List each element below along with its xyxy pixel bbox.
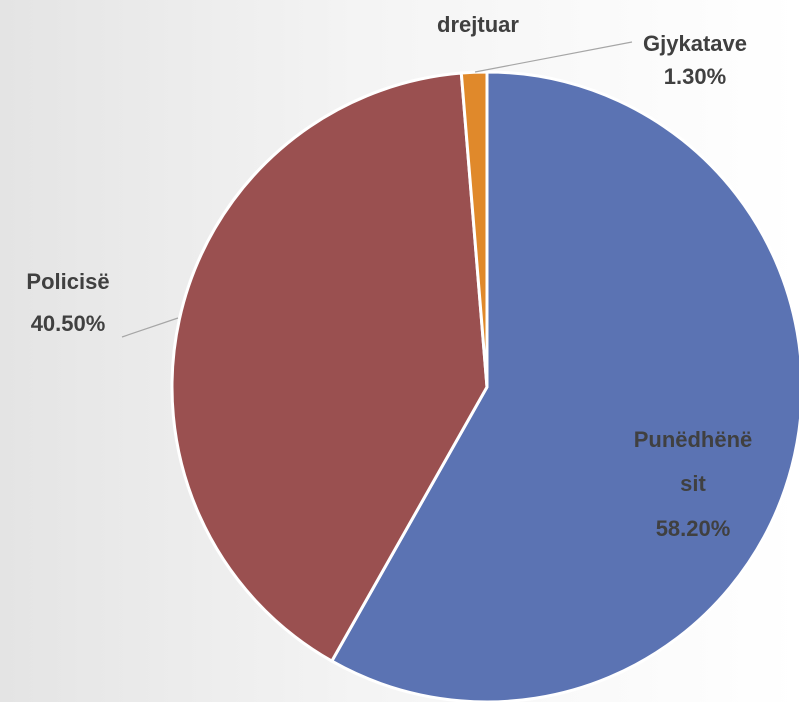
category-label: Policisë [26, 269, 109, 294]
label-box: Punëdhënësit [633, 427, 753, 496]
pie-slice [459, 70, 489, 388]
value-label: 58.20% [656, 516, 731, 541]
pie-slice [170, 71, 489, 664]
leader-line [121, 317, 179, 338]
value-label: 40.50% [31, 311, 106, 336]
category-label: Gjykatave [643, 31, 747, 56]
leader-line [474, 41, 633, 73]
category-label: Punëdhënësit [633, 427, 753, 496]
chart-title: drejtuar [437, 12, 519, 37]
value-label: 1.30% [664, 64, 726, 89]
